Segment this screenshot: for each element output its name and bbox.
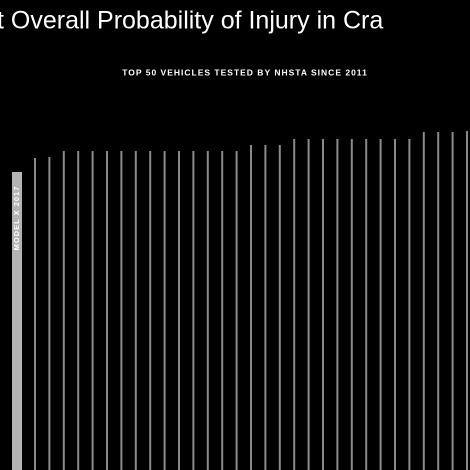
bar-label: MODEL X 2017: [12, 186, 21, 251]
bar: [34, 158, 36, 470]
bar: [134, 151, 137, 470]
bar: [48, 157, 51, 470]
bar: [12, 172, 22, 470]
bar: [106, 151, 108, 470]
bar: [192, 151, 195, 470]
bar: [394, 139, 396, 470]
bar: [206, 151, 209, 470]
bar: [336, 139, 339, 470]
chart-subtitle: TOP 50 VEHICLES TESTED BY NHSTA SINCE 20…: [122, 67, 368, 77]
bar: [120, 151, 123, 470]
bar: [91, 151, 94, 470]
bar: [437, 132, 440, 470]
bar: [178, 151, 180, 470]
bar: [307, 139, 310, 470]
bar: [264, 145, 267, 470]
bar: [350, 139, 353, 470]
bar: [62, 151, 65, 470]
bar: [77, 151, 80, 470]
bar: [365, 139, 368, 470]
bar: [451, 132, 454, 470]
bar: [250, 145, 252, 470]
bar: [293, 139, 296, 470]
bar: [422, 132, 425, 470]
bar: [408, 139, 411, 470]
chart-title: t Overall Probability of Injury in Cra: [0, 7, 383, 35]
bar: [221, 151, 224, 470]
bar: [235, 151, 238, 470]
bar: [163, 151, 166, 470]
bar: [322, 139, 324, 470]
bar: [278, 145, 281, 470]
bar: [149, 151, 152, 470]
bar: [466, 131, 468, 470]
bar: [379, 139, 382, 470]
